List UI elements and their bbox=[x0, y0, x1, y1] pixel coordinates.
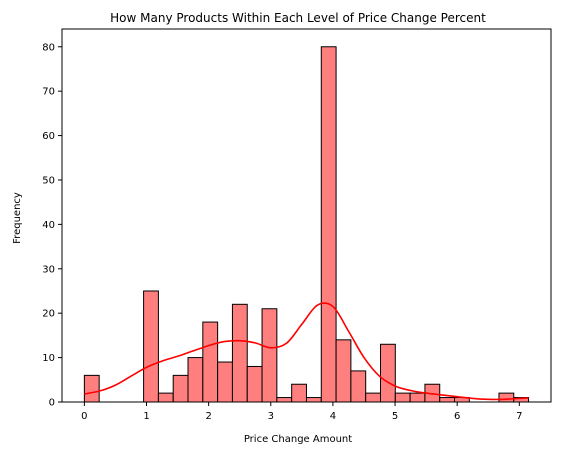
x-axis-label: Price Change Amount bbox=[244, 434, 352, 445]
y-tick-label: 70 bbox=[42, 87, 55, 98]
histogram-bar-19 bbox=[365, 392, 382, 403]
histogram-bar-17 bbox=[335, 339, 352, 403]
histogram-bar-5 bbox=[157, 392, 174, 403]
histogram-bar-11 bbox=[246, 365, 263, 403]
y-tick-label: 10 bbox=[42, 353, 55, 364]
x-tick-label: 3 bbox=[268, 411, 274, 422]
histogram-bar-9 bbox=[217, 361, 233, 403]
chart-title: How Many Products Within Each Level of P… bbox=[110, 11, 486, 25]
histogram-bar-21 bbox=[394, 392, 411, 403]
histogram-bar-18 bbox=[350, 370, 367, 403]
x-tick-label: 0 bbox=[81, 411, 87, 422]
x-tick-label: 2 bbox=[205, 411, 211, 422]
y-axis-ticks: 0 10 20 30 40 50 60 70 80 bbox=[42, 42, 62, 409]
histogram-bar-13 bbox=[276, 397, 293, 403]
x-tick-label: 6 bbox=[454, 411, 460, 422]
histogram-bar-22 bbox=[409, 392, 426, 403]
x-axis-ticks: 0 1 2 3 4 5 6 7 bbox=[81, 402, 522, 422]
histogram-bar-4 bbox=[143, 290, 159, 403]
x-tick-label: 4 bbox=[330, 411, 336, 422]
histogram-bar-16 bbox=[320, 46, 337, 403]
histogram-bar-14 bbox=[291, 383, 307, 403]
histogram-bar-20 bbox=[380, 343, 396, 403]
y-tick-label: 50 bbox=[42, 175, 55, 186]
kde-curve bbox=[84, 302, 529, 401]
y-tick-label: 40 bbox=[42, 220, 55, 231]
histogram-bar-10 bbox=[231, 303, 248, 403]
histogram-bar-6 bbox=[172, 374, 189, 403]
histogram-bar-24 bbox=[439, 397, 456, 403]
histogram-bar-15 bbox=[305, 397, 322, 403]
x-tick-label: 5 bbox=[392, 411, 398, 422]
y-tick-label: 80 bbox=[42, 42, 55, 53]
histogram-bar-28 bbox=[498, 392, 515, 403]
histogram-bar-0 bbox=[83, 374, 100, 403]
y-tick-label: 20 bbox=[42, 309, 55, 320]
y-axis-label: Frequency bbox=[12, 192, 23, 244]
x-tick-label: 1 bbox=[143, 411, 149, 422]
x-tick-label: 7 bbox=[516, 411, 522, 422]
histogram-bar-7 bbox=[187, 357, 204, 403]
y-tick-label: 60 bbox=[42, 131, 55, 142]
histogram-bar-12 bbox=[261, 308, 278, 403]
histogram-bar-8 bbox=[202, 321, 219, 403]
bars-group bbox=[83, 46, 530, 403]
y-tick-label: 0 bbox=[49, 398, 55, 409]
plot-frame bbox=[61, 28, 552, 403]
y-tick-label: 30 bbox=[42, 264, 55, 275]
